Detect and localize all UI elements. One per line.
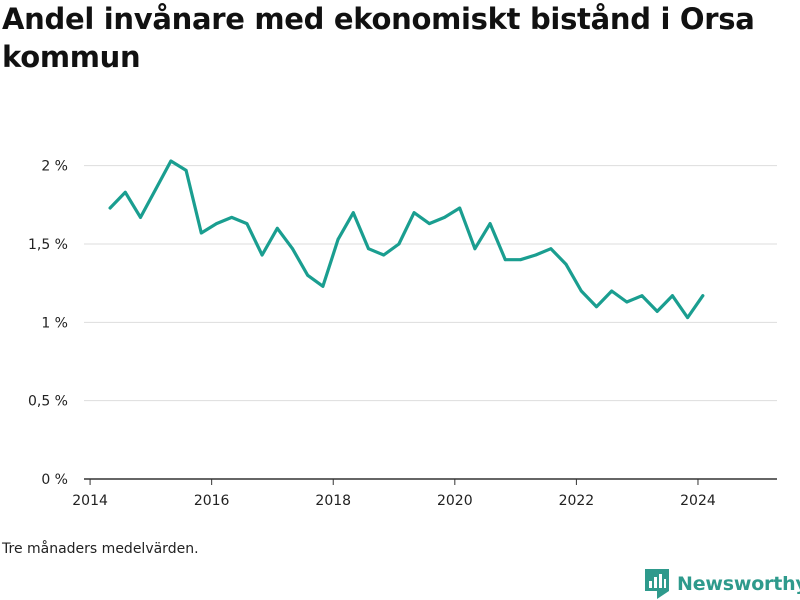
y-axis-labels: 0 % 0,5 % 1 % 1,5 % 2 % [28,159,68,488]
data-point [686,316,690,320]
data-point [671,294,674,298]
data-point [549,247,553,251]
x-tick-label: 2020 [437,493,473,509]
data-point [336,237,340,241]
data-point [123,190,127,194]
y-tick-label: 2 % [41,159,68,175]
data-point [321,284,325,288]
gridlines [84,165,777,402]
series-layer [108,159,705,320]
data-point [595,305,598,309]
data-point [443,215,446,219]
data-point [534,253,538,257]
data-point [610,289,614,293]
data-point [519,258,522,262]
data-point [458,206,462,210]
data-point [640,294,644,298]
data-point [488,222,492,226]
x-tick-label: 2018 [315,493,351,509]
series-line [108,159,705,320]
data-point [427,222,431,226]
data-point [169,159,173,163]
y-tick-label: 1 % [41,315,68,331]
data-point [579,289,583,293]
data-point [503,258,507,262]
data-point [245,222,249,226]
data-point [701,294,705,298]
x-tick-label: 2014 [72,493,108,509]
data-point [306,273,310,277]
data-point [139,215,142,219]
brand-logo[interactable]: Newsworthy [645,568,800,600]
data-point [367,247,370,251]
data-point [382,253,386,257]
footnote: Tre månaders medelvärden. [2,541,199,557]
data-point [230,215,234,219]
x-tick-label: 2024 [680,493,716,509]
chart-title: Andel invånare med ekonomiskt bistånd i … [2,2,755,74]
data-point [184,168,188,172]
y-tick-label: 0 % [41,472,68,488]
x-tick-label: 2022 [559,493,595,509]
x-tick-label: 2016 [194,493,230,509]
y-tick-label: 1,5 % [28,237,68,253]
data-point [473,247,477,251]
brand-name: Newsworthy [677,573,800,595]
data-point [351,211,355,215]
data-point [564,262,568,266]
data-point [397,242,401,246]
data-point [108,206,112,210]
data-point [275,226,279,230]
data-point [412,211,416,215]
data-point [260,253,264,257]
data-point [154,187,158,191]
data-point [655,309,659,313]
data-point [291,247,294,251]
data-point [215,222,218,226]
y-tick-label: 0,5 % [28,394,68,410]
data-point [199,231,203,235]
bar-chart-logo-icon [645,569,669,599]
x-axis: 2014 2016 2018 2020 2022 2024 [72,478,777,509]
data-point [625,300,629,304]
